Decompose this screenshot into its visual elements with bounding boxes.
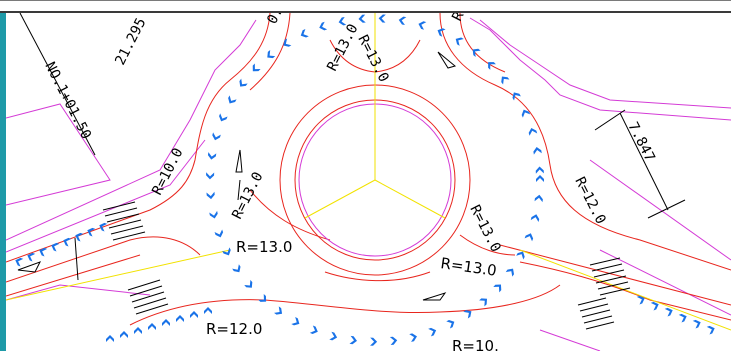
direction-marker: [521, 109, 531, 118]
direction-marker: [437, 28, 446, 37]
direction-marker: [207, 152, 217, 160]
left-frame-edge: [0, 13, 6, 351]
radius-label-bottom-left-outer: R=12.0: [206, 320, 262, 338]
direction-marker: [309, 325, 318, 335]
direction-marker: [650, 301, 659, 311]
direction-marker: [232, 264, 241, 273]
radius-label-top-right-partial: R=: [449, 2, 471, 24]
direction-marker: [206, 172, 215, 180]
direction-marker: [428, 327, 437, 337]
direction-marker: [75, 232, 84, 242]
direction-marker: [134, 327, 142, 334]
direction-marker: [378, 14, 386, 23]
direction-marker: [418, 21, 427, 30]
direction-marker: [267, 49, 276, 59]
direction-marker: [493, 284, 502, 293]
direction-marker: [204, 307, 212, 314]
direction-marker: [446, 320, 455, 329]
radius-label-bottom-right-partial: R=10.: [452, 337, 499, 351]
direction-marker: [536, 175, 544, 182]
direction-marker: [678, 313, 687, 323]
direction-marker: [664, 307, 673, 317]
direction-marker: [252, 63, 261, 72]
direction-marker: [63, 237, 72, 247]
direction-marker: [214, 229, 224, 238]
direction-marker: [27, 252, 36, 262]
direction-marker: [463, 310, 472, 319]
direction-marker: [39, 247, 48, 257]
direction-marker: [505, 268, 515, 277]
direction-marker: [501, 76, 510, 85]
direction-marker: [190, 311, 198, 318]
property-boundary-lines: [6, 17, 731, 351]
direction-marker: [300, 28, 309, 38]
direction-marker: [533, 146, 542, 155]
direction-marker: [389, 336, 398, 346]
dimension-lines: [19, 13, 686, 219]
direction-marker: [120, 331, 128, 338]
direction-marker: [319, 21, 328, 31]
direction-marker: [51, 242, 60, 252]
direction-marker: [534, 194, 543, 203]
direction-marker: [228, 95, 237, 104]
direction-marker: [530, 214, 540, 223]
direction-marker: [455, 37, 464, 46]
direction-marker: [409, 333, 417, 342]
direction-marker: [274, 306, 283, 315]
direction-marker: [479, 298, 488, 307]
direction-marker: [176, 315, 184, 322]
direction-marker: [706, 325, 715, 335]
direction-marker: [398, 16, 407, 26]
direction-marker: [329, 331, 338, 341]
direction-marker: [87, 227, 96, 237]
direction-marker: [488, 62, 496, 70]
direction-marker: [358, 14, 366, 23]
direction-marker: [219, 113, 228, 122]
direction-marker: [258, 293, 267, 302]
lane-arrows: [17, 51, 457, 301]
direction-marker: [338, 16, 347, 26]
direction-marker: [209, 210, 218, 219]
crosswalk-left: [102, 201, 169, 315]
direction-marker: [239, 78, 248, 87]
direction-marker: [370, 337, 378, 346]
direction-marker: [349, 335, 357, 345]
title-bar-edge: [0, 0, 731, 1]
direction-marker: [212, 132, 221, 141]
direction-marker: [528, 127, 538, 136]
direction-marker: [99, 222, 108, 232]
direction-marker: [535, 166, 544, 174]
direction-marker: [472, 48, 481, 57]
stop-bar-left: [74, 237, 79, 281]
direction-marker: [148, 323, 156, 330]
direction-markers: [15, 14, 715, 346]
direction-marker: [15, 257, 24, 267]
direction-marker: [222, 247, 231, 256]
direction-marker: [512, 92, 521, 101]
direction-marker: [244, 279, 253, 288]
title-bar: [0, 0, 731, 13]
direction-marker: [516, 251, 525, 260]
direction-marker: [206, 191, 215, 200]
radius-label-left-bottom: R=13.0: [236, 238, 292, 256]
direction-marker: [524, 233, 534, 242]
direction-marker: [106, 335, 114, 342]
direction-marker: [291, 316, 300, 326]
direction-marker: [636, 295, 645, 305]
direction-marker: [283, 38, 292, 47]
direction-marker: [692, 319, 701, 329]
centerlines: [6, 13, 731, 331]
crosswalk-right: [577, 257, 631, 330]
direction-marker: [162, 319, 170, 326]
